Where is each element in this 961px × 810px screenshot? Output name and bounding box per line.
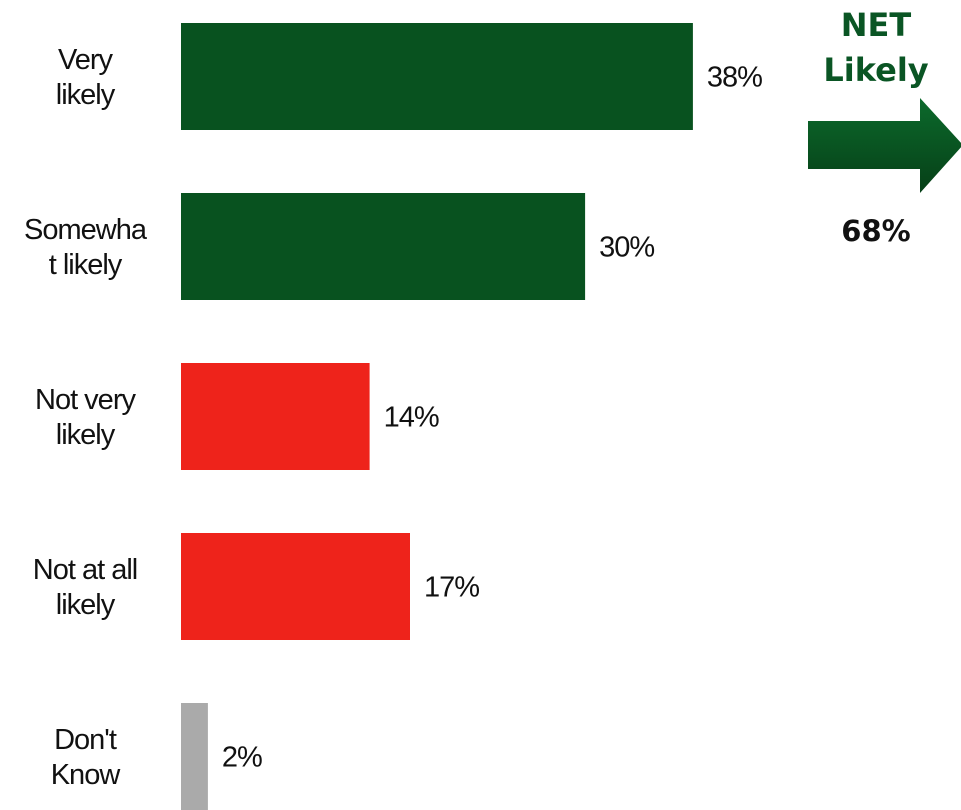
category-label: Not very	[35, 384, 136, 416]
category-label: t likely	[49, 249, 123, 281]
net-value: 68%	[841, 214, 910, 248]
category-label: likely	[56, 79, 116, 111]
bar	[181, 363, 370, 470]
net-title-line2: Likely	[823, 51, 928, 89]
value-label: 14%	[384, 402, 439, 434]
bar	[181, 703, 208, 810]
right-arrow-icon	[808, 98, 961, 193]
bar	[181, 533, 410, 640]
bar	[181, 193, 586, 300]
category-label: likely	[56, 589, 116, 621]
category-label: Don't	[54, 724, 117, 756]
net-title-line1: NET	[841, 6, 912, 44]
bar	[181, 23, 693, 130]
value-label: 30%	[599, 232, 654, 264]
category-label: Know	[51, 759, 122, 791]
value-label: 17%	[424, 572, 479, 604]
value-label: 38%	[707, 62, 762, 94]
value-label: 2%	[222, 742, 262, 774]
category-label: likely	[56, 419, 116, 451]
category-label: Not at all	[33, 554, 137, 586]
category-label: Very	[58, 44, 114, 76]
net-likely-panel: NET Likely 68%	[808, 6, 961, 248]
category-label: Somewha	[24, 214, 148, 246]
